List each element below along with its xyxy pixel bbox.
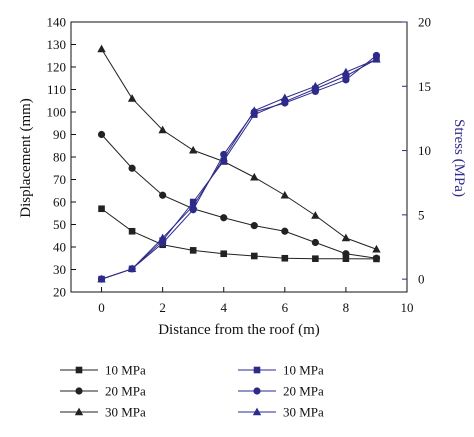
y-tick-label: 130 xyxy=(47,37,67,52)
data-point xyxy=(372,54,381,63)
series-line-3 xyxy=(101,58,377,280)
y2-tick-label: 0 xyxy=(418,272,425,287)
data-point xyxy=(281,254,289,262)
y-tick-label: 80 xyxy=(53,150,66,165)
data-point xyxy=(372,254,381,262)
data-point xyxy=(342,72,350,80)
legend-item-4-label: 20 MPa xyxy=(283,384,324,399)
legend-item-2-marker xyxy=(74,407,84,416)
data-point xyxy=(220,214,228,222)
x-tick-label: 2 xyxy=(159,300,166,315)
legend-item-0-marker xyxy=(75,366,83,374)
y-axis-title: Displacement (mm) xyxy=(18,98,34,218)
y-tick-label: 140 xyxy=(47,15,67,30)
data-point xyxy=(342,250,350,258)
legend-item-1-marker xyxy=(75,387,83,395)
x-tick-label: 10 xyxy=(401,300,414,315)
legend: 10 MPa 20 MPa 30 MPa 10 MPa 20 MPa 30 MPa xyxy=(60,363,324,420)
y-tick-label: 40 xyxy=(53,240,66,255)
data-point xyxy=(250,252,258,260)
data-point xyxy=(311,238,319,247)
series-line-1 xyxy=(101,134,377,259)
data-point xyxy=(159,239,167,247)
data-point xyxy=(188,145,198,154)
data-point xyxy=(280,93,290,102)
legend-item-5-label: 30 MPa xyxy=(283,405,324,420)
data-point xyxy=(342,76,350,84)
data-point xyxy=(219,153,228,162)
data-point xyxy=(98,205,105,213)
data-point xyxy=(372,244,381,253)
data-point xyxy=(341,233,351,242)
data-point xyxy=(127,94,137,102)
data-point xyxy=(311,87,319,96)
y2-axis-title: Stress (MPa) xyxy=(451,119,467,197)
y-tick-label: 100 xyxy=(47,105,67,120)
data-point xyxy=(342,255,350,262)
data-point xyxy=(158,233,167,242)
data-point xyxy=(341,67,351,76)
axis-ticks: 0 2 4 6 8 10 20 30 40 50 60 70 80 90 100 110 120 130 140 0 5… xyxy=(47,15,432,316)
series-line-5 xyxy=(101,58,377,280)
data-point xyxy=(281,227,289,235)
y2-tick-label: 5 xyxy=(418,207,425,222)
legend-item-3-label: 10 MPa xyxy=(283,363,324,378)
series-line-4 xyxy=(101,55,377,280)
series-line-2 xyxy=(101,48,377,250)
x-tick-label: 0 xyxy=(98,300,105,315)
data-point xyxy=(250,172,259,181)
data-point xyxy=(189,247,197,254)
data-point xyxy=(158,125,167,134)
data-point xyxy=(250,106,259,114)
data-point xyxy=(159,191,167,199)
data-point xyxy=(281,99,289,107)
legend-item-4-marker xyxy=(253,387,261,395)
data-point xyxy=(128,227,136,235)
data-point xyxy=(220,250,228,258)
x-tick-label: 8 xyxy=(343,300,350,315)
data-point xyxy=(188,201,198,210)
series-layer xyxy=(97,44,381,283)
data-point xyxy=(280,190,290,199)
y-tick-label: 20 xyxy=(53,285,66,300)
y-tick-label: 30 xyxy=(53,262,66,277)
data-point xyxy=(97,130,106,139)
y-tick-label: 50 xyxy=(53,217,66,232)
data-point xyxy=(311,81,320,90)
y-tick-label: 120 xyxy=(47,60,67,75)
y2-tick-label: 10 xyxy=(418,143,431,158)
legend-item-3-marker xyxy=(253,366,261,374)
x-axis-title: Distance from the roof (m) xyxy=(158,322,320,338)
data-point xyxy=(311,211,320,219)
y-tick-label: 90 xyxy=(53,127,66,142)
data-point xyxy=(312,255,319,262)
data-point xyxy=(127,264,137,273)
y-tick-label: 70 xyxy=(53,172,66,187)
y2-tick-label: 20 xyxy=(418,15,431,30)
data-point xyxy=(97,274,106,283)
series-line-0 xyxy=(101,208,377,260)
data-point xyxy=(128,164,136,172)
x-tick-label: 4 xyxy=(220,300,227,315)
y2-tick-label: 15 xyxy=(418,79,431,94)
legend-item-1-label: 20 MPa xyxy=(105,384,146,399)
legend-item-0-label: 10 MPa xyxy=(105,363,146,378)
legend-item-2-label: 30 MPa xyxy=(105,405,146,420)
data-point xyxy=(250,222,258,230)
y-tick-label: 60 xyxy=(53,195,66,210)
legend-item-5-marker xyxy=(252,407,262,416)
x-tick-label: 6 xyxy=(282,300,289,315)
y-tick-label: 110 xyxy=(47,82,66,97)
data-point xyxy=(97,44,106,53)
